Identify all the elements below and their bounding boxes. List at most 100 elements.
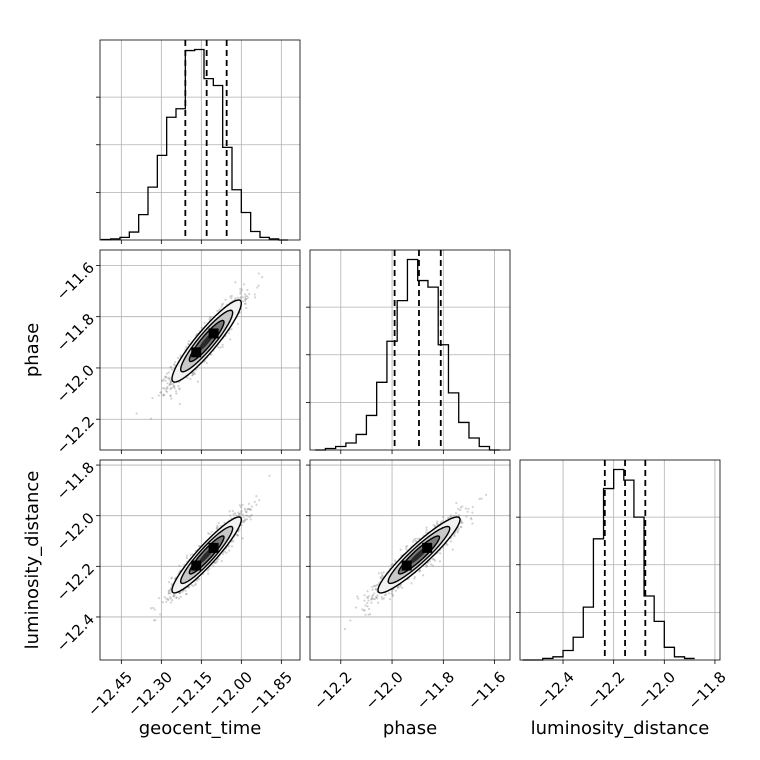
sample-point [221, 343, 224, 346]
sample-point [459, 525, 462, 529]
sample-point [208, 318, 211, 321]
sample-point [465, 515, 468, 518]
sample-point [208, 316, 212, 319]
x-axis-label-phase: phase [383, 718, 437, 739]
sample-point [425, 528, 428, 531]
sample-point [169, 381, 172, 384]
sample-point [371, 595, 374, 598]
sample-point [239, 296, 242, 299]
sample-point [216, 524, 219, 527]
sample-point [220, 305, 223, 308]
sample-point [366, 590, 369, 593]
sample-point [193, 372, 196, 375]
sample-point [390, 592, 393, 595]
sample-point [168, 378, 171, 381]
sample-point [411, 540, 414, 543]
sample-point [224, 298, 227, 301]
sample-point [210, 530, 213, 534]
sample-point [245, 306, 248, 310]
sample-point [234, 281, 237, 284]
sample-point [414, 537, 417, 540]
hist-panel-geocent_time [96, 39, 301, 244]
sample-point [363, 599, 366, 602]
sample-point [230, 327, 233, 331]
sample-point [268, 474, 271, 477]
histogram-luminosity_distance [522, 468, 695, 661]
sample-point [159, 391, 163, 394]
sample-point [230, 545, 234, 548]
sample-point [413, 575, 416, 579]
sample-point [166, 385, 169, 389]
sample-point [246, 296, 250, 299]
sample-point [173, 593, 176, 596]
sample-point [187, 342, 190, 346]
sample-point [377, 601, 380, 604]
sample-point [164, 375, 167, 378]
sample-point [458, 514, 461, 518]
hist-panel-phase [306, 249, 511, 454]
sample-point [414, 539, 417, 543]
sample-point [200, 326, 203, 329]
sample-point [241, 513, 245, 516]
sample-point [197, 545, 201, 548]
sample-point [168, 376, 171, 379]
sample-point [241, 296, 245, 299]
sample-point [173, 385, 176, 388]
sample-point [255, 495, 258, 498]
sample-point [161, 601, 165, 604]
sample-point [367, 599, 370, 602]
sample-point [405, 547, 408, 551]
sample-point [213, 561, 216, 564]
sample-point [354, 606, 357, 609]
sample-point [390, 563, 393, 566]
tick-label-x-phase: −12.0 [362, 668, 407, 713]
tick-label-x-luminosity_distance: −12.4 [533, 668, 578, 713]
sample-point [244, 509, 247, 512]
sample-point [198, 577, 201, 581]
sample-point [244, 297, 247, 300]
sample-point [170, 397, 173, 400]
sample-point [228, 549, 231, 552]
sample-point [177, 597, 181, 600]
sample-point [208, 567, 211, 570]
sample-point [192, 584, 195, 588]
sample-point [442, 546, 445, 549]
panel-frame [309, 249, 511, 451]
sample-point [170, 365, 173, 368]
sample-point [165, 600, 168, 603]
sample-point [167, 371, 171, 374]
sample-point [216, 526, 219, 529]
sample-point [456, 507, 460, 510]
hist-panel-luminosity_distance: −12.4 −12.2 −12.0 −11.8 [516, 459, 730, 713]
sample-point [212, 564, 215, 567]
sample-point [248, 507, 252, 511]
tick-label-x-phase: −12.2 [310, 668, 355, 713]
sample-point [229, 295, 232, 298]
tick-label-y-phase: −12.2 [53, 413, 98, 458]
sample-point [238, 513, 242, 516]
sample-point [175, 596, 178, 599]
sample-point [173, 594, 176, 597]
sample-point [170, 382, 173, 385]
sample-point [193, 371, 196, 374]
sample-point [343, 627, 347, 631]
sample-point [246, 508, 249, 511]
sample-point [396, 586, 400, 590]
sample-point [169, 601, 173, 604]
sample-point [370, 598, 373, 601]
tick-label-x-geocent_time: −11.85 [244, 668, 296, 720]
sample-point [471, 505, 474, 509]
sample-point [244, 298, 247, 301]
sample-point [185, 592, 188, 596]
sample-point [191, 373, 194, 377]
sample-point [172, 595, 176, 598]
sample-point [216, 309, 219, 312]
sample-point [210, 353, 213, 356]
sample-point [170, 577, 173, 580]
sample-point [178, 387, 181, 390]
sample-point [434, 524, 437, 528]
sample-point [221, 345, 224, 348]
sample-point [161, 387, 165, 390]
sample-point [425, 565, 428, 568]
